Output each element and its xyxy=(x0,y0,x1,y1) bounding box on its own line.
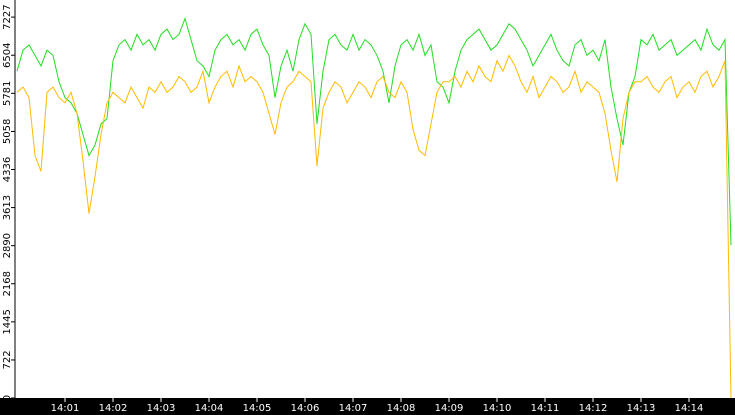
x-tick-label: 14:03 xyxy=(147,403,176,414)
x-tick-label: 14:09 xyxy=(435,403,464,414)
y-tick-label: 3613 xyxy=(2,195,13,220)
x-tick-label: 14:11 xyxy=(531,403,560,414)
x-tick-label: 14:07 xyxy=(339,403,368,414)
y-tick-label: 4336 xyxy=(2,157,13,182)
x-tick-label: 14:02 xyxy=(99,403,128,414)
y-tick-label: 5781 xyxy=(2,81,13,106)
y-tick-label: 2890 xyxy=(2,233,13,258)
y-tick-label: 0 xyxy=(2,395,13,401)
y-tick-label: 722 xyxy=(2,350,13,369)
x-tick-label: 14:04 xyxy=(195,403,224,414)
y-tick-label: 5058 xyxy=(2,119,13,144)
x-tick-label: 14:08 xyxy=(387,403,416,414)
x-tick-label: 14:01 xyxy=(51,403,80,414)
y-tick-label: 2168 xyxy=(2,271,13,296)
series-line xyxy=(16,54,732,399)
x-tick-label: 14:10 xyxy=(483,403,512,414)
y-tick-label: 1445 xyxy=(2,309,13,334)
y-tick-label: 7227 xyxy=(2,4,13,29)
x-tick-label: 14:12 xyxy=(579,403,608,414)
x-tick-label: 14:14 xyxy=(675,403,704,414)
series-line xyxy=(16,16,732,246)
x-axis-band xyxy=(0,398,735,415)
x-tick-label: 14:05 xyxy=(243,403,272,414)
y-tick-label: 6504 xyxy=(2,42,13,67)
x-tick-label: 14:06 xyxy=(291,403,320,414)
x-tick-label: 14:13 xyxy=(627,403,656,414)
